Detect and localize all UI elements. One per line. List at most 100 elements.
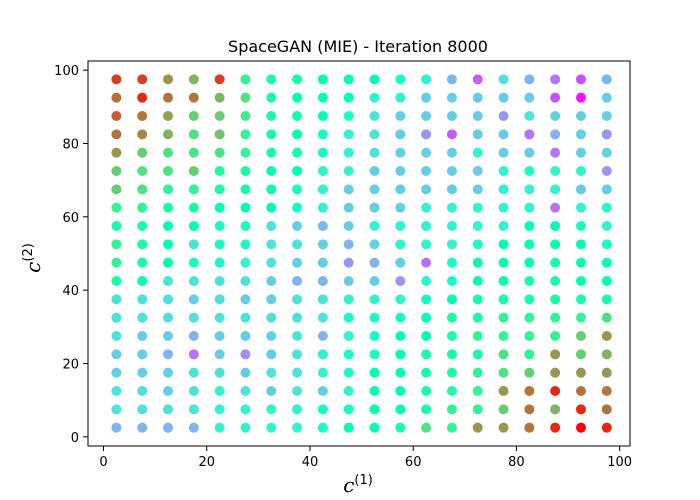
scatter-point xyxy=(421,404,432,415)
scatter-point xyxy=(575,257,586,268)
scatter-point xyxy=(421,92,432,103)
scatter-point xyxy=(524,74,535,85)
scatter-point xyxy=(369,276,380,286)
scatter-point xyxy=(317,202,328,213)
scatter-point xyxy=(369,239,380,250)
scatter-point xyxy=(317,239,328,250)
scatter-point xyxy=(292,221,303,231)
scatter-point xyxy=(343,92,354,103)
scatter-point xyxy=(369,166,380,176)
scatter-point xyxy=(498,184,509,195)
scatter-point xyxy=(395,386,406,396)
scatter-point xyxy=(601,386,612,396)
scatter-point xyxy=(421,239,432,250)
scatter-point xyxy=(163,147,174,158)
scatter-point xyxy=(266,312,277,323)
scatter-point xyxy=(446,404,457,415)
scatter-point xyxy=(163,422,174,433)
scatter-point xyxy=(369,129,380,140)
scatter-point xyxy=(369,331,380,341)
scatter-point xyxy=(266,367,277,378)
scatter-point xyxy=(395,331,406,341)
scatter-point xyxy=(575,111,586,121)
scatter-point xyxy=(498,166,509,176)
scatter-point xyxy=(266,386,277,396)
scatter-point xyxy=(163,111,174,121)
scatter-point xyxy=(163,257,174,268)
scatter-point xyxy=(601,239,612,250)
scatter-point xyxy=(446,202,457,213)
scatter-point xyxy=(472,294,483,305)
scatter-point xyxy=(111,276,122,286)
scatter-point xyxy=(214,312,225,323)
scatter-point xyxy=(524,422,535,433)
x-tick-label: 40 xyxy=(302,455,319,470)
scatter-point xyxy=(292,147,303,158)
scatter-point xyxy=(111,129,122,140)
scatter-point xyxy=(524,129,535,140)
y-tick-label: 20 xyxy=(62,358,79,373)
scatter-point xyxy=(343,147,354,158)
scatter-point xyxy=(240,221,251,231)
scatter-point xyxy=(498,74,509,85)
scatter-point xyxy=(137,386,148,396)
scatter-point xyxy=(111,386,122,396)
scatter-point xyxy=(240,386,251,396)
scatter-point xyxy=(498,312,509,323)
y-tick-label: 60 xyxy=(62,211,79,226)
scatter-point xyxy=(575,202,586,213)
scatter-point xyxy=(343,294,354,305)
scatter-point xyxy=(317,312,328,323)
scatter-point xyxy=(575,386,586,396)
scatter-point xyxy=(266,331,277,341)
scatter-point xyxy=(317,294,328,305)
scatter-point xyxy=(446,147,457,158)
scatter-point xyxy=(446,312,457,323)
y-axis-ticks: 0 20 40 60 80 100 xyxy=(54,64,88,446)
scatter-point xyxy=(550,74,561,85)
scatter-point xyxy=(240,331,251,341)
scatter-point xyxy=(266,147,277,158)
scatter-point xyxy=(163,312,174,323)
scatter-point xyxy=(446,92,457,103)
scatter-point xyxy=(369,312,380,323)
scatter-point xyxy=(188,404,199,415)
scatter-point xyxy=(421,111,432,121)
scatter-point xyxy=(111,349,122,360)
scatter-point xyxy=(137,349,148,360)
scatter-point xyxy=(240,147,251,158)
scatter-point xyxy=(421,349,432,360)
scatter-point xyxy=(240,257,251,268)
scatter-point xyxy=(550,92,561,103)
scatter-point xyxy=(550,367,561,378)
scatter-point xyxy=(601,349,612,360)
scatter-point xyxy=(343,257,354,268)
scatter-point xyxy=(601,111,612,121)
scatter-point xyxy=(472,312,483,323)
scatter-point xyxy=(240,422,251,433)
scatter-point xyxy=(472,349,483,360)
y-tick-label: 0 xyxy=(71,431,79,446)
scatter-point xyxy=(266,111,277,121)
scatter-point xyxy=(524,184,535,195)
scatter-point xyxy=(111,184,122,195)
scatter-point xyxy=(163,294,174,305)
scatter-point xyxy=(601,404,612,415)
scatter-point xyxy=(317,257,328,268)
scatter-point xyxy=(317,367,328,378)
scatter-point xyxy=(188,257,199,268)
scatter-point xyxy=(524,294,535,305)
scatter-point xyxy=(240,276,251,286)
points-layer xyxy=(111,74,612,433)
scatter-point xyxy=(395,276,406,286)
scatter-point xyxy=(550,221,561,231)
scatter-point xyxy=(446,184,457,195)
scatter-point xyxy=(395,294,406,305)
scatter-point xyxy=(137,367,148,378)
scatter-point xyxy=(214,129,225,140)
scatter-point xyxy=(550,257,561,268)
scatter-point xyxy=(188,331,199,341)
scatter-point xyxy=(472,276,483,286)
scatter-point xyxy=(575,184,586,195)
